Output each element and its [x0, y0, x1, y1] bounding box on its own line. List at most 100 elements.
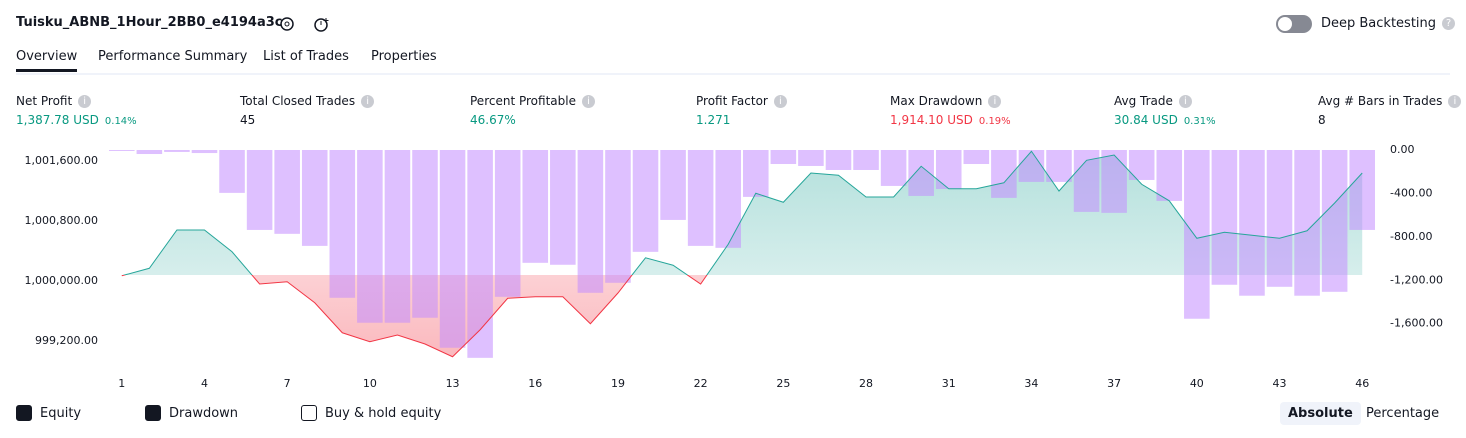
deep-backtesting-toggle[interactable]: [1276, 15, 1312, 33]
x-tick-label: 4: [201, 377, 208, 390]
drawdown-bar: [1101, 150, 1127, 213]
drawdown-bar: [632, 150, 659, 252]
drawdown-bar: [1321, 150, 1348, 292]
drawdown-bar: [522, 150, 549, 263]
legend-text: Drawdown: [169, 406, 239, 421]
metric-percent: 0.14%: [104, 116, 137, 127]
metric-value: 30.84 USD 0.31%: [1114, 113, 1216, 127]
drawdown-bar: [880, 150, 907, 186]
drawdown-bar: [219, 150, 245, 193]
drawdown-bar: [798, 150, 824, 166]
x-tick-label: 40: [1190, 377, 1204, 390]
y-tick-label: 1,001,600.00: [25, 154, 98, 167]
info-icon[interactable]: i: [1448, 95, 1462, 108]
drawdown-bar: [1018, 150, 1045, 182]
metric-label: Avg Trade i: [1114, 94, 1192, 108]
metric-percent: 0.19%: [978, 116, 1011, 127]
drawdown-bar: [1046, 150, 1072, 182]
checkbox[interactable]: [16, 405, 32, 421]
legend-item[interactable]: Drawdown: [145, 405, 238, 421]
metric-value-text: 45: [240, 113, 256, 127]
drawdown-bar: [825, 150, 852, 170]
view-mode[interactable]: Absolute: [1280, 402, 1361, 425]
y2-tick-label: -1,200.00: [1390, 273, 1443, 286]
view-mode[interactable]: Percentage: [1366, 406, 1440, 421]
info-icon[interactable]: i: [773, 95, 787, 108]
tab[interactable]: Properties: [371, 49, 437, 64]
x-tick-label: 34: [1024, 377, 1038, 390]
metric-label-text: Max Drawdown: [890, 94, 983, 108]
metric-value-text: 46.67%: [470, 113, 516, 127]
metric-label: Percent Profitable i: [470, 94, 595, 108]
drawdown-bar: [136, 150, 163, 155]
x-tick-label: 31: [942, 377, 956, 390]
metric-value: 45: [240, 113, 255, 127]
metric-label: Profit Factor i: [696, 94, 787, 108]
metric-value: 1,914.10 USD 0.19%: [890, 113, 1011, 127]
metric-label-text: Net Profit: [16, 94, 73, 108]
drawdown-bar: [660, 150, 686, 220]
y-tick-label: 1,000,800.00: [25, 214, 98, 227]
drawdown-bar: [743, 150, 769, 197]
drawdown-bar: [109, 150, 135, 151]
drawdown-bar: [550, 150, 576, 265]
y2-tick-label: -800.00: [1390, 230, 1432, 243]
metric-value: 46.67%: [470, 113, 516, 127]
drawdown-bar: [577, 150, 604, 293]
equity-area-up: [121, 151, 1363, 276]
drawdown-bar: [301, 150, 328, 246]
drawdown-bar: [935, 150, 962, 189]
info-icon[interactable]: i: [361, 95, 375, 108]
legend-text: Equity: [40, 406, 82, 421]
drawdown-bar: [164, 150, 190, 152]
drawdown-bar: [853, 150, 879, 170]
tab[interactable]: Overview: [16, 49, 78, 72]
drawdown-bar: [1349, 150, 1375, 230]
info-icon[interactable]: i: [78, 95, 92, 108]
metric-label: Max Drawdown i: [890, 94, 1002, 108]
x-tick-label: 25: [776, 377, 790, 390]
metric-value-text: 30.84 USD: [1114, 113, 1178, 127]
info-icon[interactable]: i: [988, 95, 1002, 108]
metric-label-text: Avg Trade: [1114, 94, 1173, 108]
drawdown-bar: [191, 150, 218, 154]
x-tick-label: 10: [363, 377, 377, 390]
legend-item[interactable]: Equity: [16, 405, 81, 421]
metric-label-text: Percent Profitable: [470, 94, 576, 108]
checkbox[interactable]: [301, 405, 317, 421]
drawdown-bar: [1073, 150, 1100, 212]
x-tick-label: 16: [528, 377, 542, 390]
drawdown-bar: [1211, 150, 1238, 285]
equity-line-down: [121, 275, 708, 358]
metric-value: 1.271: [696, 113, 730, 127]
drawdown-bar: [1266, 150, 1293, 287]
tab[interactable]: Performance Summary: [98, 49, 248, 64]
strategy-title: Tuisku_ABNB_1Hour_2BB0_e4194a3c: [16, 15, 283, 30]
drawdown-bar: [687, 150, 714, 246]
metric-percent: 0.31%: [1183, 116, 1216, 127]
info-icon[interactable]: ?: [1442, 17, 1456, 30]
equity-line-up: [122, 150, 1363, 276]
drawdown-bar: [329, 150, 356, 298]
tab-divider: [16, 73, 1450, 75]
info-icon[interactable]: i: [581, 95, 595, 108]
y2-tick-label: -400.00: [1390, 186, 1432, 199]
metric-value-text: 8: [1318, 113, 1326, 127]
info-icon[interactable]: i: [1178, 95, 1192, 108]
metric-value: 8: [1318, 113, 1326, 127]
y-tick-label: 1,000,000.00: [25, 274, 98, 287]
metric-label: Avg # Bars in Trades i: [1318, 94, 1462, 108]
x-tick-label: 1: [118, 377, 125, 390]
drawdown-bar: [494, 150, 521, 297]
drawdown-bar: [1156, 150, 1183, 201]
metric-value: 1,387.78 USD 0.14%: [16, 113, 137, 127]
metric-value-text: 1,914.10 USD: [890, 113, 973, 127]
y2-tick-label: -1,600.00: [1390, 317, 1443, 330]
x-tick-label: 37: [1107, 377, 1121, 390]
checkbox[interactable]: [145, 405, 161, 421]
legend-item[interactable]: Buy & hold equity: [301, 405, 441, 421]
drawdown-bar: [439, 150, 466, 348]
tab[interactable]: List of Trades: [263, 49, 349, 64]
drawdown-bar: [1184, 150, 1210, 319]
